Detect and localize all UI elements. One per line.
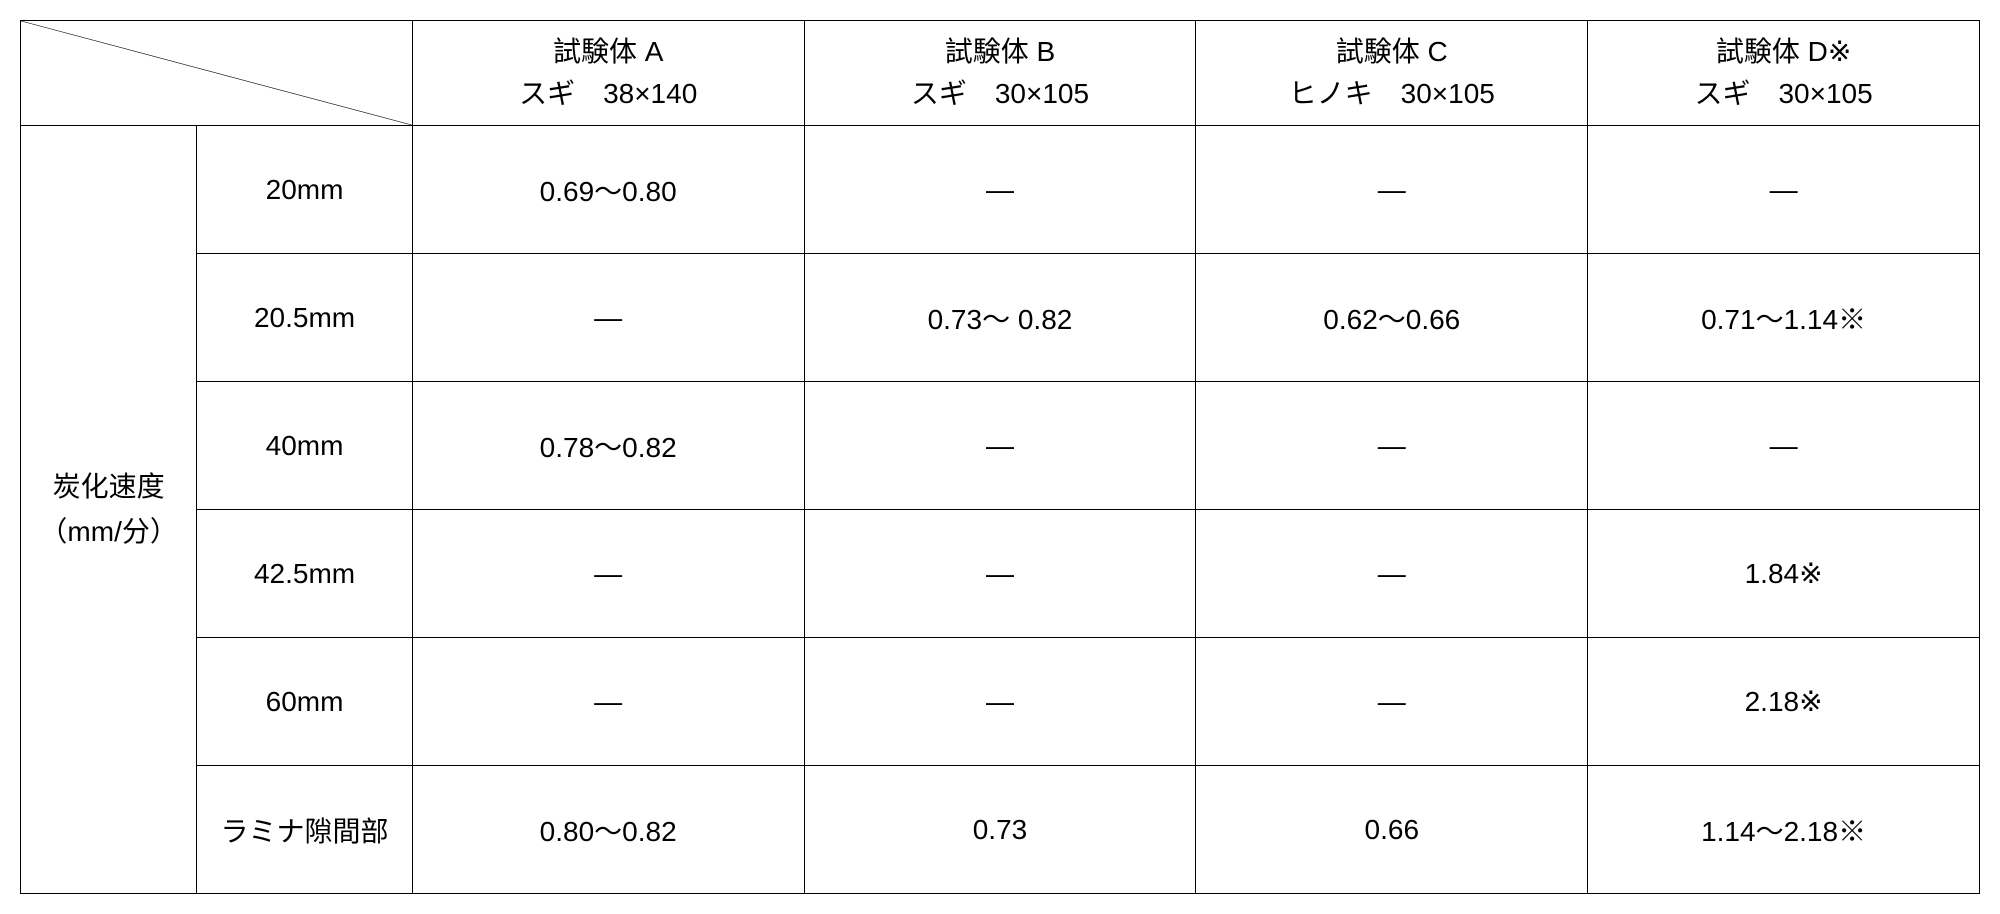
row-label: 60mm <box>197 638 412 766</box>
row-label: 40mm <box>197 382 412 510</box>
cell-value: ― <box>804 382 1196 510</box>
col-header-b: 試験体 B スギ 30×105 <box>804 21 1196 126</box>
charring-rate-table: 試験体 A スギ 38×140 試験体 B スギ 30×105 試験体 C ヒノ… <box>20 20 1980 894</box>
cell-value: 0.80～0.82 <box>412 766 804 894</box>
table-row: 20.5mm ― 0.73～ 0.82 0.62～0.66 0.71～1.14※ <box>21 254 1980 382</box>
cell-value: ― <box>1196 510 1588 638</box>
cell-value: ― <box>804 510 1196 638</box>
table-row: ラミナ隙間部 0.80～0.82 0.73 0.66 1.14～2.18※ <box>21 766 1980 894</box>
row-group-label-line1: 炭化速度 <box>53 471 165 502</box>
col-header-a-line1: 試験体 A <box>553 36 663 67</box>
table-row: 42.5mm ― ― ― 1.84※ <box>21 510 1980 638</box>
cell-value: 2.18※ <box>1588 638 1980 766</box>
col-header-c-line1: 試験体 C <box>1336 36 1448 67</box>
cell-value: 0.73 <box>804 766 1196 894</box>
cell-value: ― <box>412 510 804 638</box>
cell-value: ― <box>1588 126 1980 254</box>
col-header-c-line2: ヒノキ 30×105 <box>1289 78 1495 109</box>
table-row: 40mm 0.78～0.82 ― ― ― <box>21 382 1980 510</box>
table-row: 炭化速度 （mm/分） 20mm 0.69～0.80 ― ― ― <box>21 126 1980 254</box>
cell-value: 0.62～0.66 <box>1196 254 1588 382</box>
diagonal-line-icon <box>21 21 412 125</box>
table-header-row: 試験体 A スギ 38×140 試験体 B スギ 30×105 試験体 C ヒノ… <box>21 21 1980 126</box>
col-header-a: 試験体 A スギ 38×140 <box>412 21 804 126</box>
cell-value: 1.14～2.18※ <box>1588 766 1980 894</box>
row-label: 42.5mm <box>197 510 412 638</box>
row-label: 20.5mm <box>197 254 412 382</box>
col-header-d-line2: スギ 30×105 <box>1694 78 1872 109</box>
col-header-d-line1: 試験体 D※ <box>1716 36 1851 67</box>
col-header-b-line1: 試験体 B <box>945 36 1055 67</box>
cell-value: ― <box>1196 126 1588 254</box>
cell-value: ― <box>1196 382 1588 510</box>
row-group-label-line2: （mm/分） <box>39 516 177 547</box>
row-group-header: 炭化速度 （mm/分） <box>21 126 197 894</box>
cell-value: 0.73～ 0.82 <box>804 254 1196 382</box>
cell-value: ― <box>412 638 804 766</box>
diagonal-header-cell <box>21 21 413 126</box>
cell-value: ― <box>804 638 1196 766</box>
col-header-b-line2: スギ 30×105 <box>911 78 1089 109</box>
cell-value: ― <box>1196 638 1588 766</box>
col-header-d: 試験体 D※ スギ 30×105 <box>1588 21 1980 126</box>
cell-value: 1.84※ <box>1588 510 1980 638</box>
cell-value: 0.66 <box>1196 766 1588 894</box>
cell-value: 0.69～0.80 <box>412 126 804 254</box>
row-label: 20mm <box>197 126 412 254</box>
cell-value: ― <box>804 126 1196 254</box>
cell-value: ― <box>412 254 804 382</box>
cell-value: 0.78～0.82 <box>412 382 804 510</box>
col-header-c: 試験体 C ヒノキ 30×105 <box>1196 21 1588 126</box>
row-label: ラミナ隙間部 <box>197 766 412 894</box>
col-header-a-line2: スギ 38×140 <box>519 78 697 109</box>
cell-value: 0.71～1.14※ <box>1588 254 1980 382</box>
cell-value: ― <box>1588 382 1980 510</box>
table-row: 60mm ― ― ― 2.18※ <box>21 638 1980 766</box>
